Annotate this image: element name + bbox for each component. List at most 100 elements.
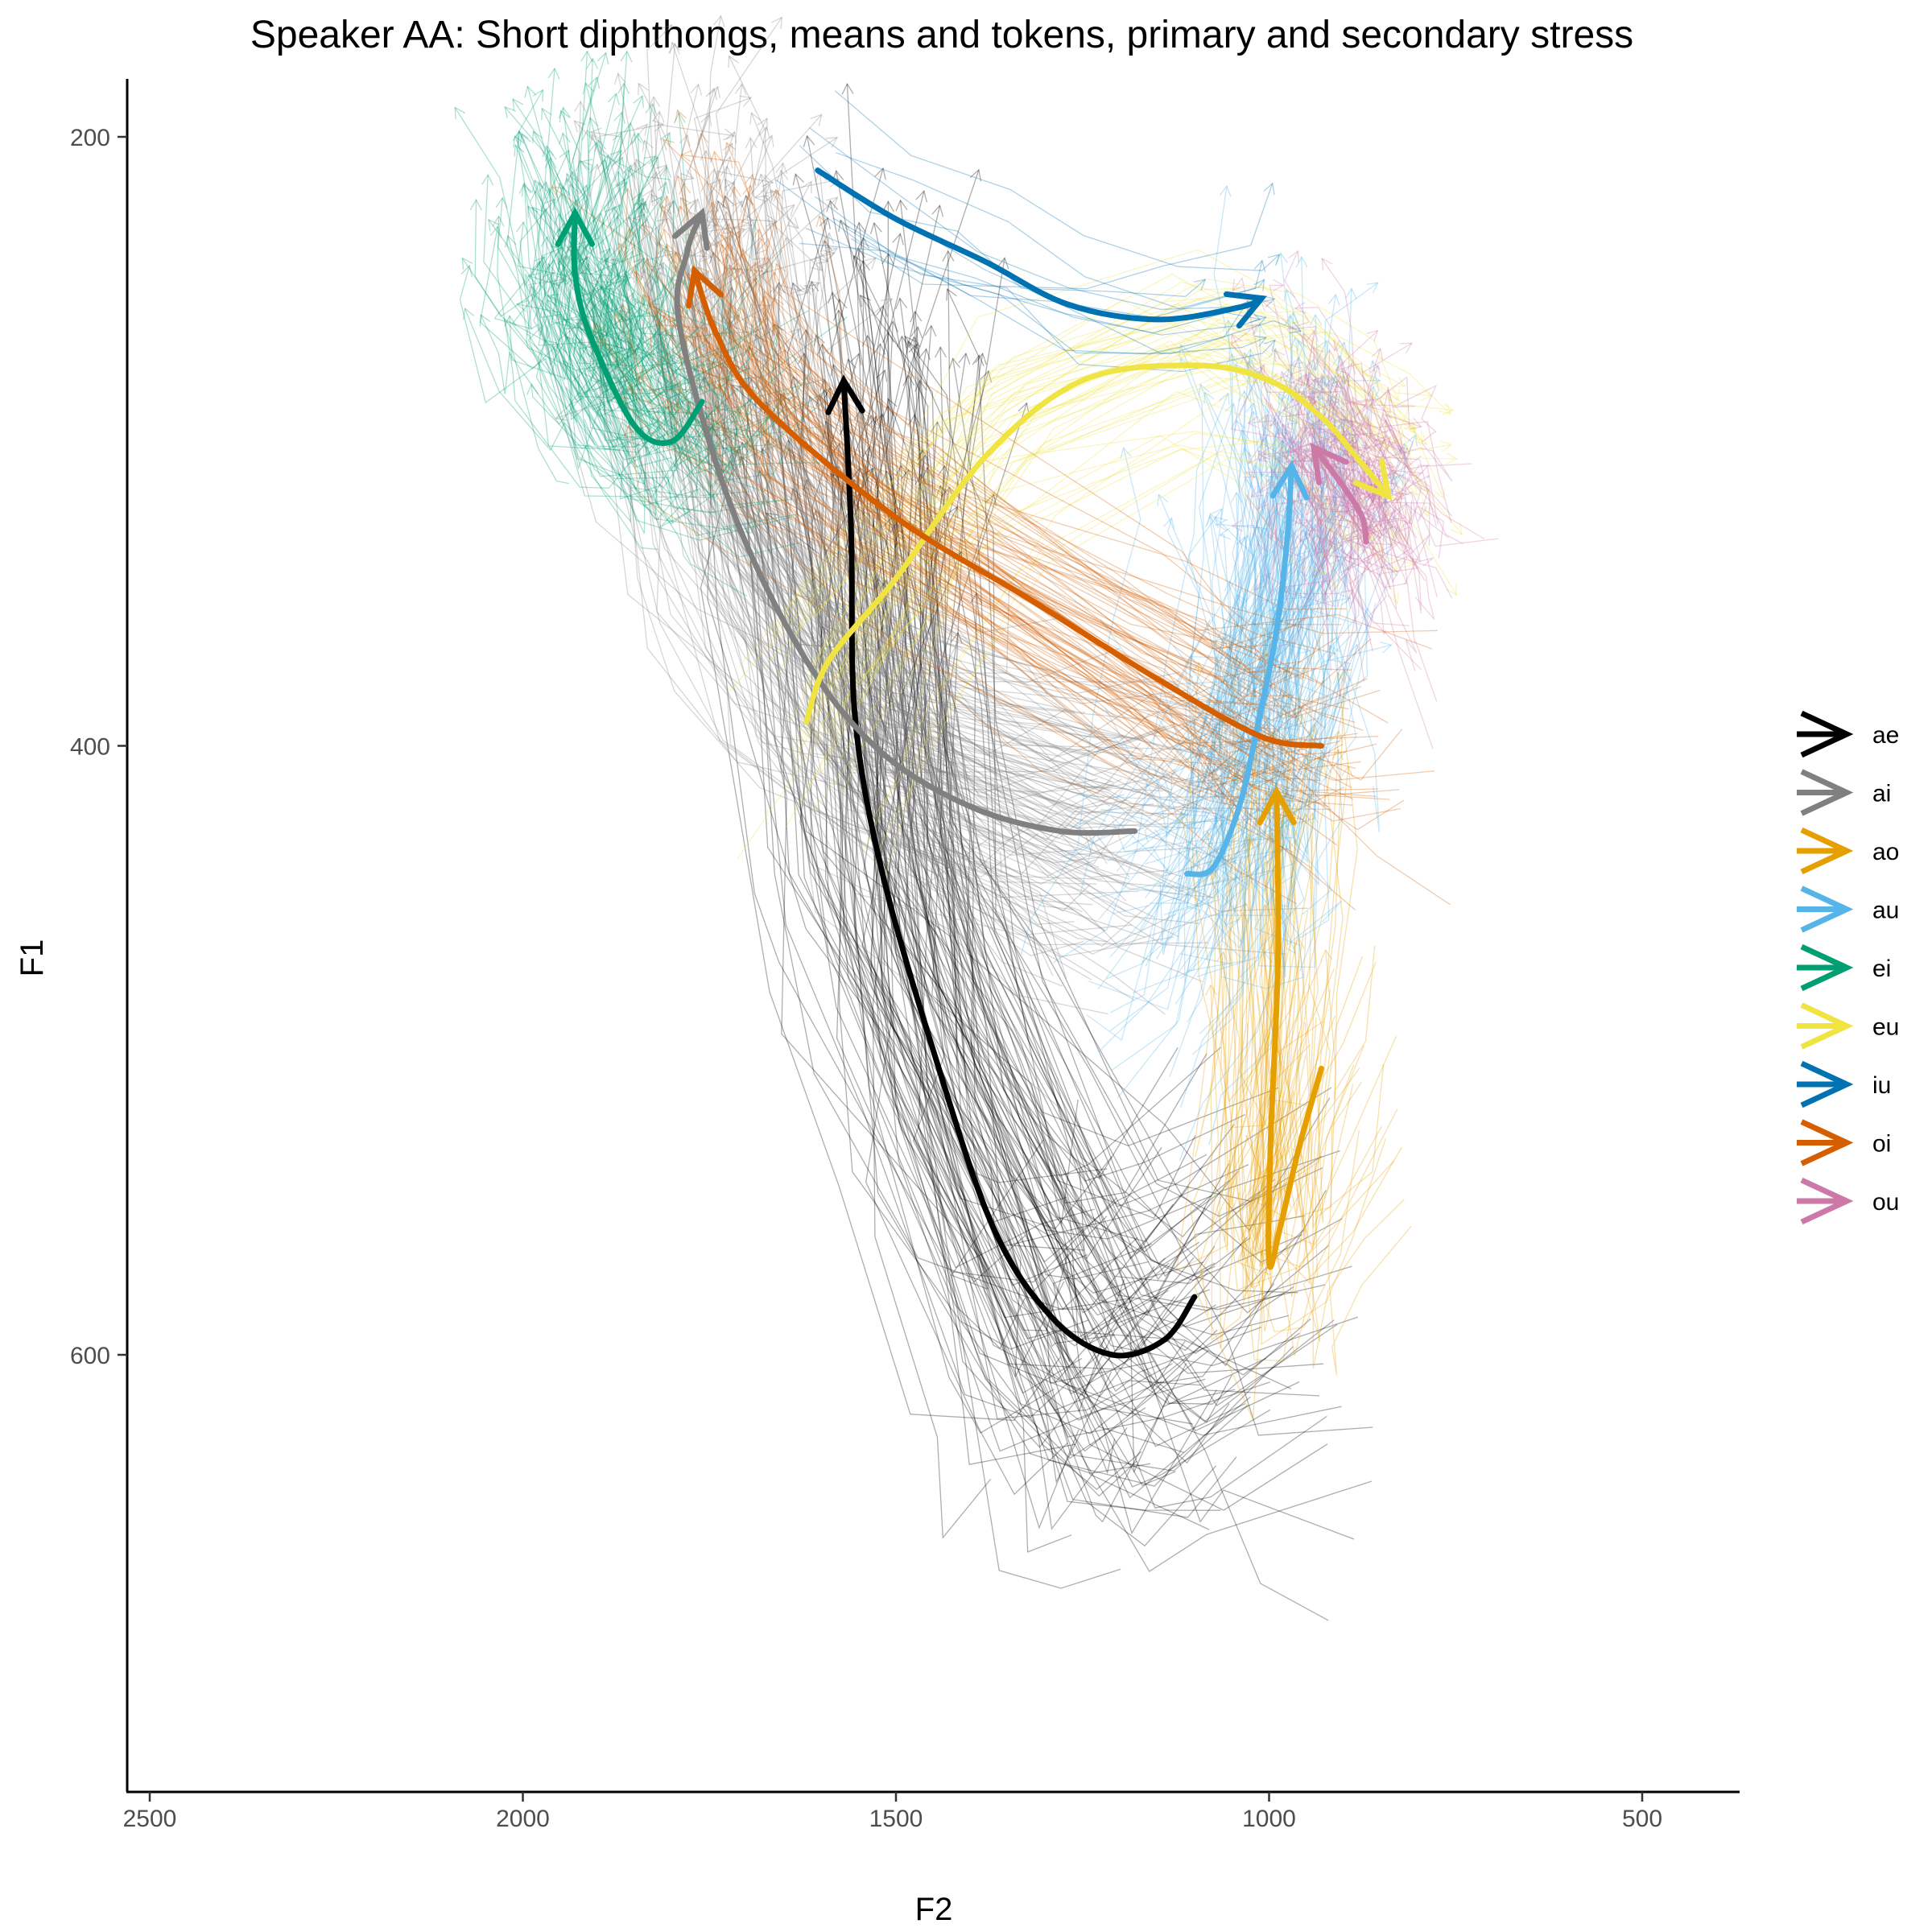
token-arrow-ai <box>652 110 665 123</box>
token-line-au <box>1174 603 1280 773</box>
mean-arrow-ou <box>1310 442 1349 485</box>
token-arrow-au <box>1219 392 1230 406</box>
token-line-ao <box>1249 757 1321 1210</box>
token-line-ou <box>1232 524 1329 633</box>
token-line-ei <box>480 314 617 425</box>
token-arrow-au <box>1205 514 1217 528</box>
token-line-ae <box>858 222 1294 1354</box>
token-line-ae <box>824 390 1128 1530</box>
token-line-ae <box>780 283 1108 1183</box>
token-line-ai <box>742 196 1154 815</box>
mean-line-ai <box>674 210 1138 836</box>
token-arrow-ai <box>757 304 770 316</box>
token-line-au <box>1153 370 1269 839</box>
token-arrow-oi <box>774 349 786 362</box>
token-arrow-ei <box>562 177 575 190</box>
legend-item-au: au <box>1797 886 1899 933</box>
token-arrow-ae <box>826 199 838 213</box>
token-line-au <box>1169 361 1261 1077</box>
token-line-ou <box>1286 463 1472 552</box>
token-line-au <box>1141 534 1320 964</box>
token-line-oi <box>721 245 1261 825</box>
token-line-ai <box>687 258 1082 857</box>
token-line-ae <box>913 336 1292 1390</box>
token-arrow-ou <box>1323 527 1336 540</box>
token-arrow-ae <box>857 237 869 249</box>
token-arrow-ae <box>917 448 929 461</box>
token-arrow-au <box>1219 527 1232 540</box>
token-arrow-ai <box>740 376 753 389</box>
token-arrow-ai <box>822 232 835 245</box>
token-line-ae <box>809 396 1195 1387</box>
mean-line-ou <box>1311 444 1369 545</box>
token-arrow-ae <box>820 625 832 638</box>
token-arrow-ei <box>598 257 609 270</box>
token-line-oi <box>819 216 1364 732</box>
token-arrow-ao <box>1338 669 1351 681</box>
token-line-ae <box>899 200 1290 1335</box>
token-line-ae <box>780 394 1352 1311</box>
token-line-ao <box>1264 904 1405 1368</box>
token-line-ei <box>483 175 670 480</box>
token-line-ae <box>815 335 1326 1311</box>
token-arrow-ao <box>1267 729 1280 741</box>
token-line-ou <box>1321 503 1373 571</box>
token-arrow-ei <box>547 258 559 271</box>
token-arrow-ao <box>1319 762 1331 774</box>
token-arrow-eu <box>1442 402 1455 415</box>
token-arrow-ou <box>1253 578 1265 592</box>
token-line-au <box>1112 447 1404 852</box>
token-arrow-ae <box>910 310 923 323</box>
token-arrow-ei <box>601 288 614 299</box>
token-line-ae <box>931 353 1276 1278</box>
token-line-ae <box>914 311 1343 1263</box>
token-arrow-oi <box>736 306 748 320</box>
token-arrow-iu <box>1289 322 1302 333</box>
token-line-ae <box>939 485 1327 1367</box>
token-arrow-ai <box>690 197 702 211</box>
token-arrow-iu <box>1263 182 1275 196</box>
token-arrow-ao <box>1253 795 1265 807</box>
token-line-oi <box>679 197 1336 654</box>
token-line-ai <box>746 126 1143 829</box>
token-arrow-ai <box>753 190 766 202</box>
token-line-ei <box>493 256 613 341</box>
token-arrow-ei <box>613 170 625 183</box>
token-line-iu <box>836 152 1265 309</box>
token-arrow-ai <box>803 284 817 295</box>
token-arrow-ei <box>667 200 680 212</box>
token-line-ou <box>1327 415 1400 568</box>
token-arrow-ai <box>660 24 673 37</box>
mean-line-au <box>1184 463 1294 877</box>
token-arrow-eu <box>1397 443 1410 456</box>
token-line-au <box>1145 375 1336 865</box>
token-arrow-eu <box>1391 430 1403 444</box>
token-arrow-ae <box>803 478 815 491</box>
tokens-eu <box>729 249 1463 878</box>
token-line-ae <box>806 135 1329 1314</box>
token-arrow-ei <box>610 150 622 163</box>
token-line-ai <box>729 269 1166 751</box>
token-arrow-oi <box>774 262 786 276</box>
token-line-au <box>1180 394 1338 980</box>
token-arrow-ai <box>650 267 663 279</box>
token-line-ou <box>1251 459 1365 679</box>
token-arrow-ei <box>613 111 625 124</box>
token-arrow-oi <box>729 185 741 198</box>
token-line-au <box>1189 361 1380 675</box>
token-arrow-ae <box>838 219 850 232</box>
token-line-au <box>1208 449 1346 1146</box>
token-arrow-au <box>1259 572 1272 585</box>
token-arrow-ei <box>460 264 473 278</box>
token-line-ao <box>1207 832 1355 1291</box>
token-arrow-eu <box>1414 433 1428 446</box>
token-arrow-oi <box>597 337 609 350</box>
token-line-au <box>1204 473 1395 869</box>
token-arrow-oi <box>739 248 751 262</box>
token-line-ao <box>1195 852 1360 1333</box>
token-arrow-ou <box>1257 539 1269 553</box>
token-line-ae <box>879 254 1320 1397</box>
token-arrow-oi <box>593 321 605 335</box>
token-line-eu <box>803 431 1337 741</box>
